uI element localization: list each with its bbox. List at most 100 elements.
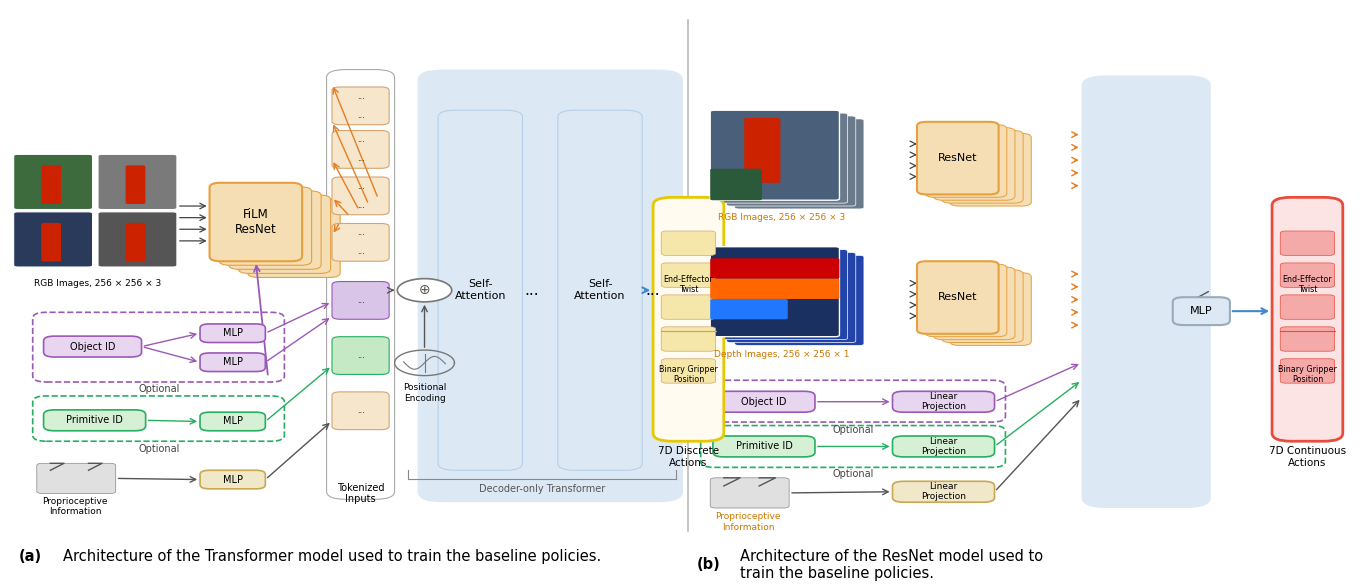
Text: RGB Images, 256 × 256 × 3: RGB Images, 256 × 256 × 3 [34,279,161,288]
Text: RGB Images, 256 × 256 × 3: RGB Images, 256 × 256 × 3 [719,213,846,222]
FancyBboxPatch shape [37,463,116,493]
Text: Binary Gripper
Position: Binary Gripper Position [658,365,719,384]
FancyBboxPatch shape [713,391,816,412]
Text: Linear
Projection: Linear Projection [921,392,966,412]
FancyBboxPatch shape [332,337,389,375]
FancyBboxPatch shape [332,177,389,215]
FancyBboxPatch shape [418,69,683,502]
FancyBboxPatch shape [710,169,762,201]
Text: End-Effector
Twist: End-Effector Twist [1283,275,1332,294]
FancyBboxPatch shape [661,327,716,351]
FancyBboxPatch shape [892,391,994,412]
FancyBboxPatch shape [557,110,642,470]
FancyBboxPatch shape [199,353,265,372]
Text: MLP: MLP [223,328,243,338]
Text: 7D Continuous
Actions: 7D Continuous Actions [1269,446,1346,467]
FancyBboxPatch shape [199,470,265,489]
FancyBboxPatch shape [710,110,840,201]
FancyBboxPatch shape [949,273,1031,345]
Text: ...: ... [357,406,365,415]
FancyBboxPatch shape [98,154,178,209]
Text: ...: ... [357,351,365,360]
Text: (b): (b) [697,557,720,573]
Text: Object ID: Object ID [70,342,115,352]
FancyBboxPatch shape [949,133,1031,206]
Text: MLP: MLP [223,416,243,426]
Text: Self-
Attention: Self- Attention [455,279,505,301]
Text: Optional: Optional [138,384,180,394]
Text: Self-
Attention: Self- Attention [574,279,626,301]
Text: ResNet: ResNet [938,153,978,163]
FancyBboxPatch shape [44,410,146,431]
Text: ⊕: ⊕ [419,283,430,298]
Text: Binary Gripper
Position: Binary Gripper Position [1279,365,1337,384]
FancyBboxPatch shape [219,187,311,265]
FancyBboxPatch shape [1280,295,1335,319]
Text: Positional
Encoding: Positional Encoding [403,383,447,403]
FancyBboxPatch shape [209,183,302,261]
FancyBboxPatch shape [199,412,265,431]
Text: ...: ... [357,111,365,120]
Text: FiLM
ResNet: FiLM ResNet [235,208,277,236]
FancyBboxPatch shape [44,336,142,357]
Circle shape [398,279,452,302]
FancyBboxPatch shape [1280,327,1335,351]
Text: Depth Images, 256 × 256 × 1: Depth Images, 256 × 256 × 1 [714,350,850,359]
FancyBboxPatch shape [332,131,389,168]
FancyBboxPatch shape [1280,231,1335,255]
Text: 7D Discrete
Actions: 7D Discrete Actions [658,446,719,467]
FancyBboxPatch shape [126,223,145,262]
Text: ...: ... [357,135,365,145]
Text: End-Effector
Twist: End-Effector Twist [664,275,713,294]
FancyBboxPatch shape [1173,297,1229,325]
FancyBboxPatch shape [710,478,790,508]
Text: ...: ... [357,201,365,210]
Text: Tokenized
Inputs: Tokenized Inputs [337,483,384,505]
FancyBboxPatch shape [925,264,1007,337]
FancyBboxPatch shape [199,324,265,342]
FancyBboxPatch shape [238,195,331,273]
Text: MLP: MLP [1190,306,1213,316]
FancyBboxPatch shape [744,118,780,183]
Text: ...: ... [357,92,365,101]
Text: Decoder-only Transformer: Decoder-only Transformer [479,485,605,495]
Text: Optional: Optional [832,425,874,435]
FancyBboxPatch shape [332,87,389,125]
FancyBboxPatch shape [661,263,716,288]
FancyBboxPatch shape [332,392,389,430]
FancyBboxPatch shape [710,299,788,319]
FancyBboxPatch shape [332,282,389,319]
Text: Proprioceptive
Information: Proprioceptive Information [42,497,108,516]
FancyBboxPatch shape [247,199,340,278]
FancyBboxPatch shape [332,223,389,261]
FancyBboxPatch shape [925,125,1007,198]
Text: Primitive ID: Primitive ID [735,442,792,452]
FancyBboxPatch shape [710,279,840,299]
Text: ...: ... [357,228,365,238]
Text: ...: ... [357,182,365,191]
Text: Architecture of the ResNet model used to
train the baseline policies.: Architecture of the ResNet model used to… [740,549,1044,581]
FancyBboxPatch shape [126,165,145,204]
FancyBboxPatch shape [917,122,999,195]
Text: Linear
Projection: Linear Projection [921,482,966,502]
FancyBboxPatch shape [1082,75,1210,508]
FancyBboxPatch shape [1280,263,1335,288]
Text: ...: ... [357,248,365,256]
Text: ...: ... [357,154,365,163]
FancyBboxPatch shape [727,252,855,342]
FancyBboxPatch shape [14,154,93,209]
FancyBboxPatch shape [653,198,724,441]
FancyBboxPatch shape [1272,198,1343,441]
FancyBboxPatch shape [661,359,716,383]
FancyBboxPatch shape [735,255,863,345]
Text: Proprioceptive
Information: Proprioceptive Information [716,512,781,532]
FancyBboxPatch shape [735,119,863,209]
Text: (a): (a) [19,549,42,564]
FancyBboxPatch shape [710,247,840,337]
FancyBboxPatch shape [98,212,178,267]
FancyBboxPatch shape [719,113,848,203]
Text: Optional: Optional [832,469,874,479]
Text: ResNet: ResNet [938,292,978,302]
FancyBboxPatch shape [1280,359,1335,383]
FancyBboxPatch shape [14,212,93,267]
